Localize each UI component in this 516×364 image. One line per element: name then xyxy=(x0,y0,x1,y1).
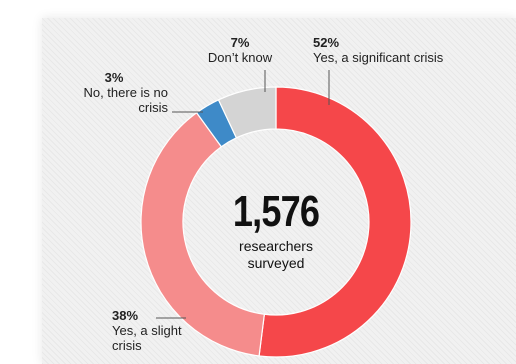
value-label-slight: 38% xyxy=(112,308,139,323)
value-label-no-crisis: 3% xyxy=(104,70,124,85)
chart-card xyxy=(42,18,516,364)
value-label-dont-know: 7% xyxy=(230,35,250,50)
slice-significant xyxy=(258,86,412,358)
slice-slight xyxy=(140,111,266,357)
category-label-no-crisis-line1: No, there is no xyxy=(83,85,168,100)
center-text-line1: researchers xyxy=(239,238,313,254)
label-significant: 52% Yes, a significant crisis xyxy=(313,35,443,65)
slice-dont-know xyxy=(217,86,277,139)
category-label-no-crisis-line2: crisis xyxy=(138,100,168,115)
value-label-significant: 52% xyxy=(313,35,340,50)
center-text-line2: surveyed xyxy=(247,255,305,271)
category-label-slight-line2: crisis xyxy=(112,338,142,353)
center-value: 1,576 xyxy=(232,187,320,236)
category-label-dont-know: Don’t know xyxy=(207,50,273,65)
label-no-crisis: 3% No, there is no crisis xyxy=(60,70,168,115)
label-slight: 38% Yes, a slight crisis xyxy=(112,308,182,353)
category-label-slight-line1: Yes, a slight xyxy=(112,323,182,338)
label-dont-know: 7% Don’t know xyxy=(202,35,278,65)
center-summary: 1,576 researchers surveyed xyxy=(196,190,356,272)
category-label-significant: Yes, a significant crisis xyxy=(313,50,444,65)
